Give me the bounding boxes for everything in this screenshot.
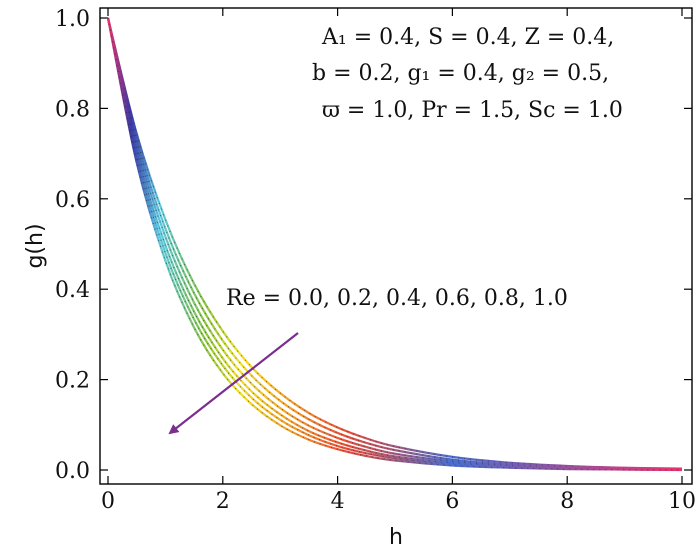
y-axis-ticks	[100, 17, 692, 471]
y-tick-label: 0.0	[55, 459, 90, 484]
x-axis-tick-labels: 0 2 4 6 8 10	[101, 489, 696, 514]
x-axis-label: h	[389, 525, 403, 550]
plot-frame	[99, 7, 693, 485]
x-tick-label: 2	[216, 489, 230, 514]
y-axis-tick-labels: 0.0 0.2 0.4 0.6 0.8 1.0	[55, 7, 90, 484]
x-tick-label: 8	[560, 489, 574, 514]
x-tick-label: 4	[331, 489, 345, 514]
y-tick-label: 0.6	[55, 188, 90, 213]
x-tick-label: 0	[101, 489, 115, 514]
series-lines	[106, 17, 683, 472]
series-dots-re-1-0	[107, 17, 683, 471]
series-dots-re-0-6	[107, 17, 683, 471]
parameter-line-3: ϖ = 1.0, Pr = 1.5, Sc = 1.0	[322, 98, 623, 123]
x-axis-ticks	[107, 8, 683, 484]
y-tick-label: 1.0	[55, 7, 90, 32]
re-values-annotation: Re = 0.0, 0.2, 0.4, 0.6, 0.8, 1.0	[226, 286, 568, 311]
y-tick-label: 0.4	[55, 278, 90, 303]
y-axis-label: g(h)	[23, 223, 48, 268]
y-tick-label: 0.2	[55, 369, 90, 394]
y-tick-label: 0.8	[55, 97, 90, 122]
parameter-line-2: b = 0.2, g₁ = 0.4, g₂ = 0.5,	[312, 61, 609, 86]
x-tick-label: 10	[668, 489, 696, 514]
series-line-re-0-0	[106, 17, 683, 470]
x-tick-label: 6	[445, 489, 459, 514]
re-increase-arrow	[168, 332, 299, 435]
parameter-line-1: A₁ = 0.4, S = 0.4, Z = 0.4,	[321, 25, 614, 50]
